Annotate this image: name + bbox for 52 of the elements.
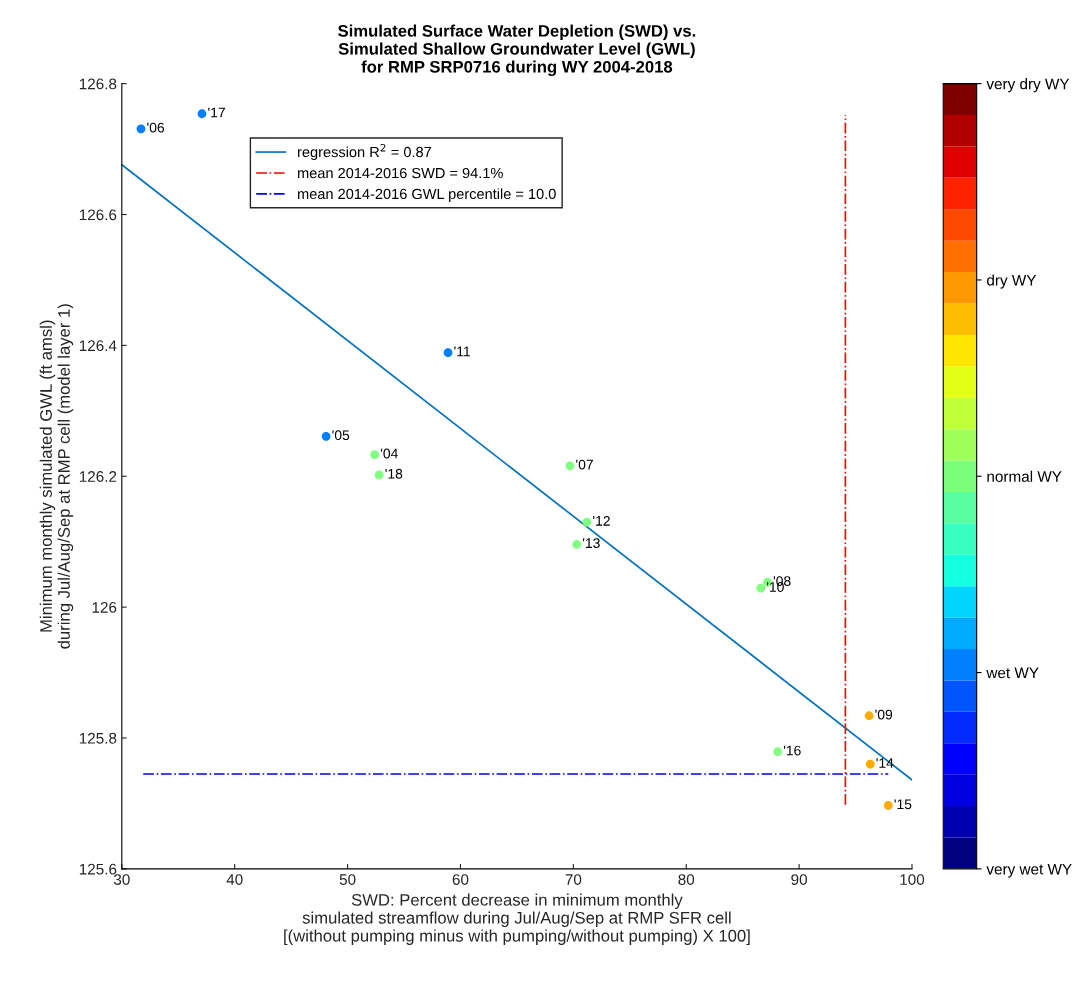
- x-tick-label: 70: [565, 874, 582, 885]
- chart-title: Simulated Surface Water Depletion (SWD) vs. Simulated Shallow Groundwater Level (GWL) for RMP SRP0716 during WY 2004-2018: [338, 24, 696, 77]
- y-axis-title: Minimum monthly simulated GWL (ft amsl) during Jul/Aug/Sep at RMP cell (model layer 1): [39, 304, 74, 649]
- point: [773, 747, 783, 757]
- color-bar-label: normal WY: [987, 470, 1062, 482]
- y-tick-label: 126.4: [79, 340, 117, 352]
- color-bar-label: very dry WY: [986, 78, 1070, 93]
- point: [883, 801, 893, 810]
- point: [582, 517, 592, 527]
- point: [864, 711, 874, 721]
- annotation: '16: [783, 745, 801, 756]
- point: [572, 539, 582, 549]
- y-tick-label: 125.8: [79, 732, 117, 744]
- annotation: '12: [593, 515, 610, 526]
- color-bar-label: wet WY: [986, 667, 1039, 679]
- annotation: '18: [385, 468, 403, 479]
- x-tick-label: 40: [226, 874, 243, 885]
- point: [197, 109, 207, 119]
- legend-label: regression R$^{2}$ = 0.87: [298, 143, 432, 161]
- y-tick-label: 126.6: [79, 209, 117, 221]
- annotation: '04: [380, 448, 398, 459]
- x-tick-label: 60: [452, 874, 469, 885]
- annotation: '07: [576, 459, 593, 470]
- y-tick-label: 125.6: [79, 863, 117, 875]
- y-tick-label: 126: [92, 602, 117, 613]
- x-tick-label: 30: [113, 874, 130, 885]
- point: [136, 124, 146, 134]
- annotation: '06: [147, 122, 165, 133]
- annotation: '15: [894, 799, 912, 810]
- point: [565, 461, 575, 471]
- point: [865, 759, 875, 769]
- y-tick-label: 126.2: [79, 471, 117, 482]
- annotation: '11: [454, 346, 470, 357]
- point: [374, 470, 384, 480]
- legend-label: mean 2014-2016 SWD = 94.1%: [298, 167, 503, 179]
- legend-label: mean 2014-2016 GWL percentile = 10.0: [298, 188, 556, 202]
- x-tick-label: 80: [678, 874, 695, 885]
- annotation: '09: [875, 709, 893, 720]
- y-tick-label: 126.8: [79, 78, 117, 90]
- color-bar-label: very wet WY: [986, 863, 1072, 878]
- x-axis-title: SWD: Percent decrease in minimum monthly simulated streamflow during Jul/Aug/Sep at RMP SFR cell [(without pumping minus with pumping/without pumping) X 100]: [284, 893, 750, 945]
- x-tick-label: 50: [339, 874, 356, 885]
- annotation: '17: [208, 107, 225, 118]
- color-bar-label: dry WY: [987, 274, 1037, 289]
- annotation: '13: [582, 538, 600, 549]
- annotation: '05: [332, 430, 350, 441]
- point: [370, 450, 380, 460]
- point: [756, 583, 766, 593]
- point: [443, 348, 453, 357]
- x-tick-label: 90: [791, 874, 808, 885]
- point: [321, 431, 331, 441]
- x-tick-label: 100: [900, 874, 925, 885]
